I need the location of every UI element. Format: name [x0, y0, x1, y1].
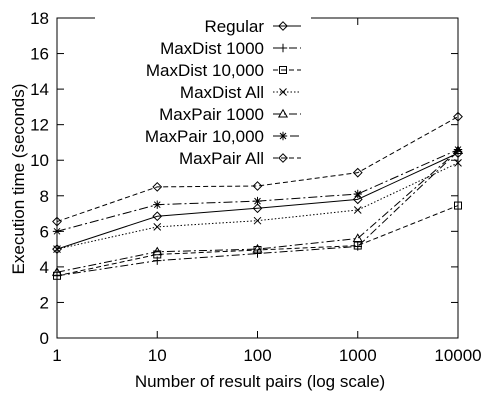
y-tick-label: 12: [30, 116, 49, 135]
data-point: [152, 181, 163, 192]
y-tick-label: 2: [40, 293, 49, 312]
series-4: [53, 159, 462, 253]
data-point: [352, 194, 363, 205]
series-6: [52, 145, 463, 236]
legend-marker: [277, 108, 289, 118]
data-point: [453, 145, 463, 154]
data-point: [152, 211, 163, 222]
data-point: [252, 243, 263, 253]
data-point: [52, 271, 62, 280]
legend-label: MaxDist All: [180, 83, 264, 102]
data-point: [153, 223, 162, 231]
data-point: [454, 159, 462, 167]
data-point: [53, 245, 61, 253]
data-point: [352, 233, 363, 242]
data-point: [353, 241, 362, 250]
legend-backdrop: [95, 103, 311, 124]
legend-backdrop: [95, 147, 311, 168]
x-tick-label: 1000: [339, 346, 377, 365]
legend-label: MaxPair 1000: [159, 105, 264, 124]
data-point: [52, 216, 62, 227]
legend-marker: [278, 21, 288, 31]
data-point: [253, 216, 262, 225]
legend-item: MaxPair All: [95, 147, 311, 168]
legend-item: MaxPair 10,000: [95, 125, 311, 146]
legend-marker: [279, 88, 287, 96]
legend-marker: [278, 43, 288, 53]
y-tick-label: 14: [30, 80, 49, 99]
data-point: [454, 201, 462, 210]
legend-backdrop: [95, 15, 311, 36]
series-line: [56, 205, 459, 277]
legend-marker: [279, 66, 287, 74]
series-line: [56, 116, 459, 223]
x-tick-label: 10000: [434, 346, 481, 365]
legend-backdrop: [95, 37, 311, 58]
series-line: [56, 150, 459, 277]
series-line: [56, 152, 459, 250]
legend-label: Regular: [204, 17, 264, 36]
data-point: [53, 271, 61, 280]
x-tick-label: 10: [148, 346, 167, 365]
legend-backdrop: [95, 125, 311, 146]
data-point: [352, 167, 363, 178]
legend-label: MaxDist 10,000: [146, 61, 264, 80]
legend-item: MaxDist All: [95, 81, 311, 102]
y-tick-label: 4: [40, 258, 49, 277]
data-point: [51, 267, 63, 276]
series-line: [56, 150, 459, 273]
y-tick-label: 16: [30, 45, 49, 64]
data-point: [353, 206, 362, 214]
data-point: [252, 181, 263, 191]
legend-label: MaxDist 1000: [160, 39, 264, 58]
data-point: [52, 244, 62, 255]
legend-item: MaxPair 1000: [95, 103, 311, 124]
legend-backdrop: [95, 81, 311, 102]
axis-ticks: 0 2 4 6 8 10 12 14 16 18 1 10 100 1000 10000: [30, 9, 482, 365]
y-axis-title: Execution time (seconds): [9, 84, 28, 275]
data-point: [252, 203, 263, 214]
data-point: [453, 111, 463, 122]
x-tick-label: 100: [243, 346, 271, 365]
y-tick-label: 0: [40, 329, 49, 348]
legend-label: MaxPair All: [179, 149, 264, 168]
series-3: [53, 201, 462, 280]
data-point: [253, 196, 262, 206]
legend-backdrop: [95, 59, 311, 80]
y-tick-label: 8: [40, 187, 49, 206]
legend-marker: [278, 131, 288, 141]
x-tick-label: 1: [52, 346, 61, 365]
data-point: [353, 189, 362, 199]
y-tick-label: 10: [30, 151, 49, 170]
y-tick-label: 18: [30, 9, 49, 28]
legend-label: MaxPair 10,000: [145, 127, 264, 146]
legend-item: MaxDist 10,000: [95, 59, 311, 80]
legend-marker: [278, 153, 288, 163]
y-tick-label: 6: [40, 222, 49, 241]
legend: Regular MaxDist 1000 MaxDist 10,000 MaxDist…: [95, 15, 311, 168]
data-point: [153, 200, 162, 209]
legend-item: Regular: [95, 15, 311, 36]
x-axis-title: Number of result pairs (log scale): [135, 372, 385, 391]
series-group: [51, 111, 464, 280]
data-point: [152, 246, 163, 256]
data-point: [52, 227, 62, 236]
legend-item: MaxDist 1000: [95, 37, 311, 58]
series-7: [52, 111, 463, 227]
